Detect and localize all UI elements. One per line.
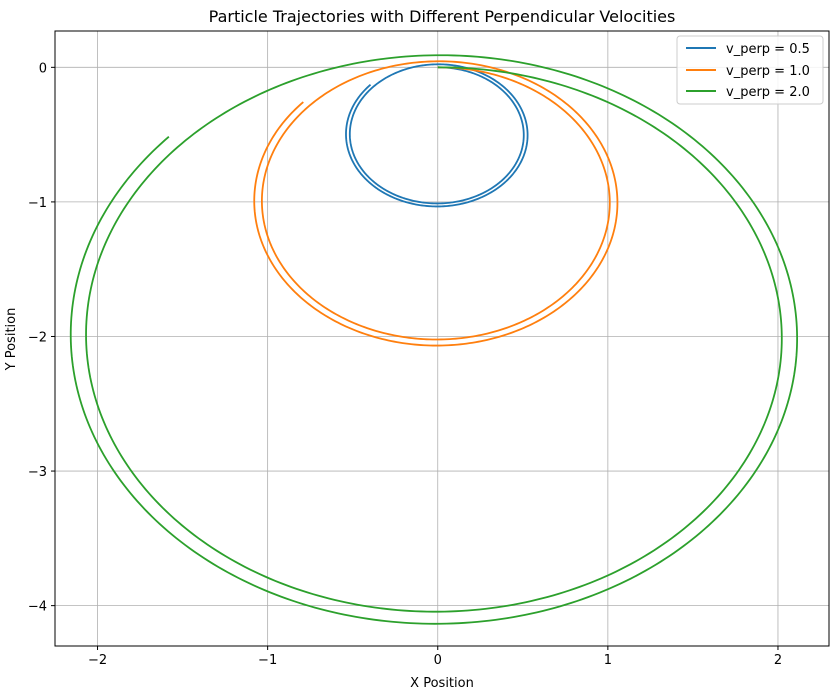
legend: v_perp = 0.5 v_perp = 1.0 v_perp = 2.0 — [676, 35, 824, 105]
chart-title: Particle Trajectories with Different Per… — [209, 7, 676, 26]
x-tick-label: −2 — [88, 653, 107, 668]
y-tick-label: −2 — [28, 330, 47, 345]
legend-label-v-perp-0-5: v_perp = 0.5 — [726, 42, 810, 57]
trajectory-line-v-perp-2-0 — [69, 54, 799, 625]
y-tick-label: −4 — [28, 600, 47, 615]
y-axis-label: Y Position — [4, 308, 19, 372]
x-tick-label: 1 — [604, 653, 612, 668]
x-tick-label: −1 — [258, 653, 277, 668]
y-tick-label: −1 — [28, 196, 47, 211]
x-tick-label: 2 — [774, 653, 782, 668]
x-tick-label: 0 — [434, 653, 442, 668]
trajectory-line-v-perp-1-0 — [253, 60, 619, 347]
trajectory-line-v-perp-0-5 — [345, 63, 529, 208]
axis-ticks: −2 −1 0 1 2 0 −1 −2 −3 −4 — [28, 61, 782, 668]
legend-box — [676, 35, 824, 105]
legend-label-v-perp-2-0: v_perp = 2.0 — [726, 85, 810, 100]
series-lines — [69, 54, 799, 625]
x-axis-label: X Position — [410, 676, 474, 691]
y-tick-label: −3 — [28, 465, 47, 480]
plot-frame — [54, 30, 830, 647]
y-tick-label: 0 — [39, 61, 47, 76]
legend-label-v-perp-1-0: v_perp = 1.0 — [726, 64, 810, 79]
